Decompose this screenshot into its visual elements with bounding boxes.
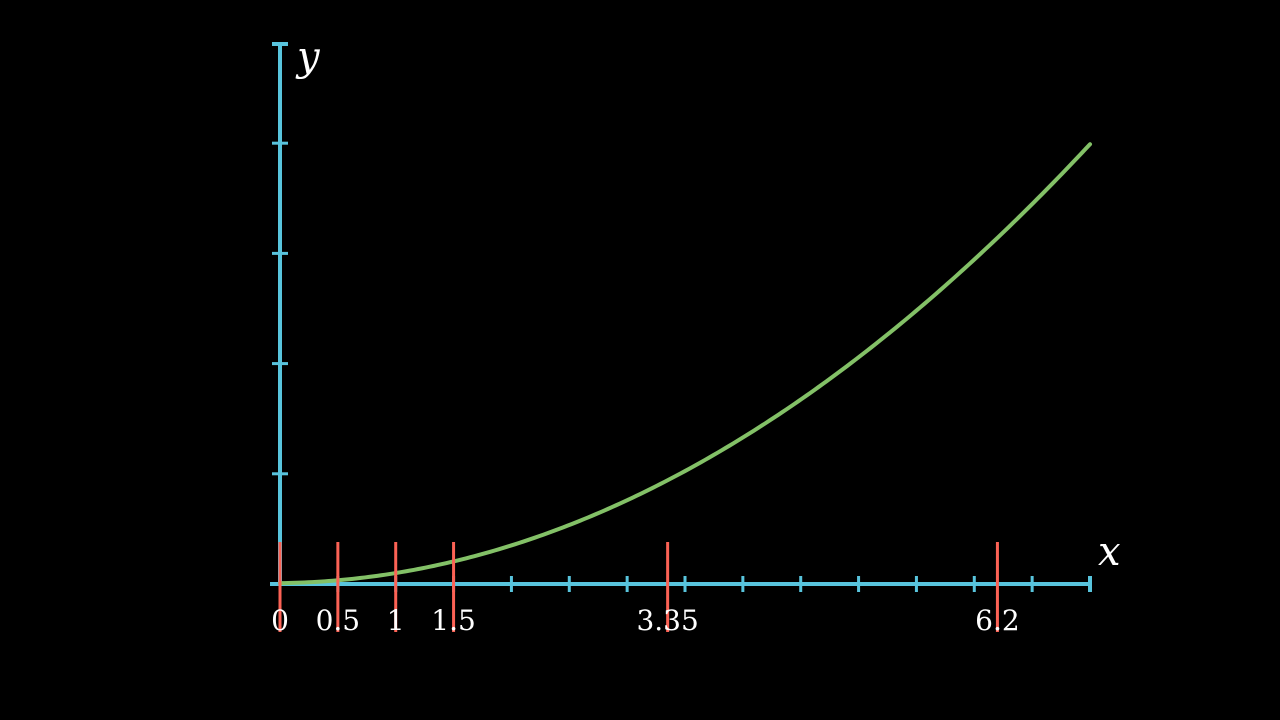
axes — [270, 42, 1092, 592]
y-axis-label: y — [295, 34, 321, 80]
label-layer: y x 0 0.5 1 1.5 3.35 6.2 — [271, 34, 1120, 637]
marker-layer — [278, 542, 999, 632]
marker-label: 0.5 — [316, 604, 361, 637]
x-axis-label: x — [1098, 529, 1121, 575]
marker-label: 1.5 — [431, 604, 476, 637]
marker-label: 3.35 — [636, 604, 698, 637]
marker-label: 1 — [387, 604, 405, 637]
marker-label: 6.2 — [975, 604, 1020, 637]
function-curve — [278, 142, 1092, 586]
curve-layer — [278, 142, 1092, 586]
marker-label: 0 — [271, 604, 289, 637]
